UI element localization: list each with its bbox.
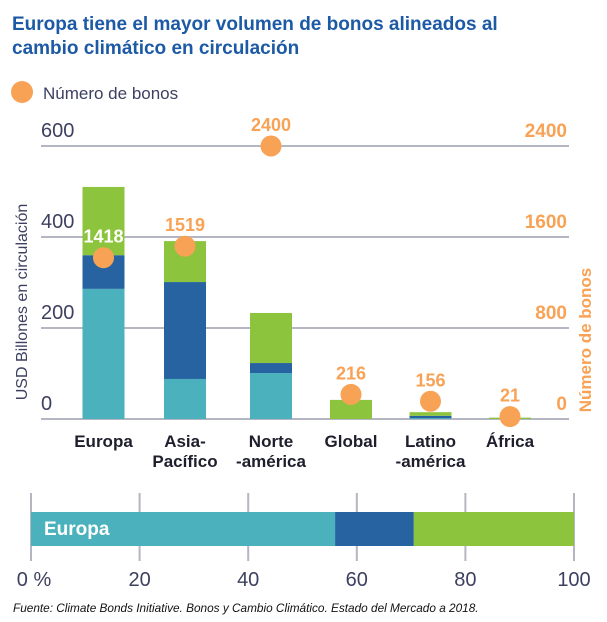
category-label: -américa	[396, 452, 466, 471]
bond-count-label: 156	[415, 370, 445, 390]
percent-axis-labels: 0 % 20 40 60 80 100	[17, 569, 591, 591]
category-label: -américa	[236, 452, 306, 471]
left-tick-label: 600	[41, 120, 74, 142]
bar-segment-teal	[409, 418, 452, 419]
category-label: Global	[325, 432, 378, 451]
category-label: Pacífico	[152, 452, 217, 471]
bond-count-dot	[499, 406, 521, 428]
bond-count-dot	[174, 235, 196, 257]
left-axis-title: USD Billones en circulación	[14, 204, 31, 401]
percent-tick-label: 0 %	[17, 569, 52, 591]
gridlines	[41, 145, 569, 420]
category-label: África	[486, 432, 535, 451]
percent-segment-teal	[31, 512, 336, 546]
bond-count-dots: 1418 1519 2400 216 156 21	[83, 115, 521, 428]
left-tick-label: 400	[41, 211, 74, 233]
bar-segment-green	[82, 186, 125, 256]
bar-segment-dark-blue	[409, 415, 452, 419]
legend-label: Número de bonos	[43, 84, 178, 103]
percent-tick-label: 100	[557, 569, 590, 591]
bond-count-dot	[93, 247, 114, 269]
right-tick-label: 1600	[525, 212, 567, 233]
bar-segment-green	[330, 399, 372, 419]
left-tick-label: 200	[41, 302, 74, 324]
bond-count-dot	[420, 390, 441, 412]
bond-count-label: 21	[500, 386, 520, 406]
left-tick-label: 0	[41, 393, 52, 415]
legend: Número de bonos	[11, 81, 178, 103]
right-tick-label: 0	[556, 394, 567, 415]
chart-title-line-1: Europa tiene el mayor volumen de bonos a…	[12, 14, 498, 35]
right-tick-label: 800	[535, 303, 567, 324]
chart-title-line-2: cambio climático en circulación	[12, 38, 299, 59]
percent-tick-label: 60	[346, 569, 368, 591]
bond-count-label: 1418	[83, 227, 123, 247]
bond-count-dot	[260, 135, 282, 157]
bond-count-dot	[340, 383, 362, 405]
percent-bar-label: Europa	[44, 519, 110, 540]
percent-tick-label: 20	[128, 569, 150, 591]
bar-segment-dark-blue	[250, 363, 292, 374]
percent-segment-green	[413, 512, 574, 546]
right-axis-ticks: 0 800 1600 2400	[525, 121, 567, 415]
source-footnote: Fuente: Climate Bonds Initiative. Bonos …	[13, 601, 479, 615]
bar-segment-dark-blue	[164, 282, 206, 379]
stacked-bars	[82, 186, 531, 419]
category-label: Latino	[405, 432, 456, 451]
bar-segment-teal	[82, 288, 125, 419]
percent-tick-label: 40	[237, 569, 259, 591]
percent-segment-dark-blue	[335, 512, 414, 546]
percent-tick-label: 80	[454, 569, 476, 591]
category-label: Asia-	[164, 432, 206, 451]
bar-segment-green	[409, 412, 452, 416]
category-label: Norte	[249, 432, 293, 451]
bar-segment-teal	[250, 373, 292, 419]
bond-count-label: 2400	[251, 115, 291, 135]
bar-segment-green	[250, 312, 292, 364]
left-axis-ticks: 0 200 400 600	[41, 120, 74, 415]
bond-count-label: 216	[336, 363, 366, 383]
right-axis-title: Número de bonos	[576, 268, 595, 413]
right-tick-label: 2400	[525, 121, 567, 142]
percent-bar	[31, 512, 574, 546]
bond-count-label: 1519	[165, 215, 205, 235]
category-label: Europa	[74, 432, 133, 451]
bar-segment-teal	[164, 378, 206, 419]
legend-circle-icon	[11, 81, 33, 103]
